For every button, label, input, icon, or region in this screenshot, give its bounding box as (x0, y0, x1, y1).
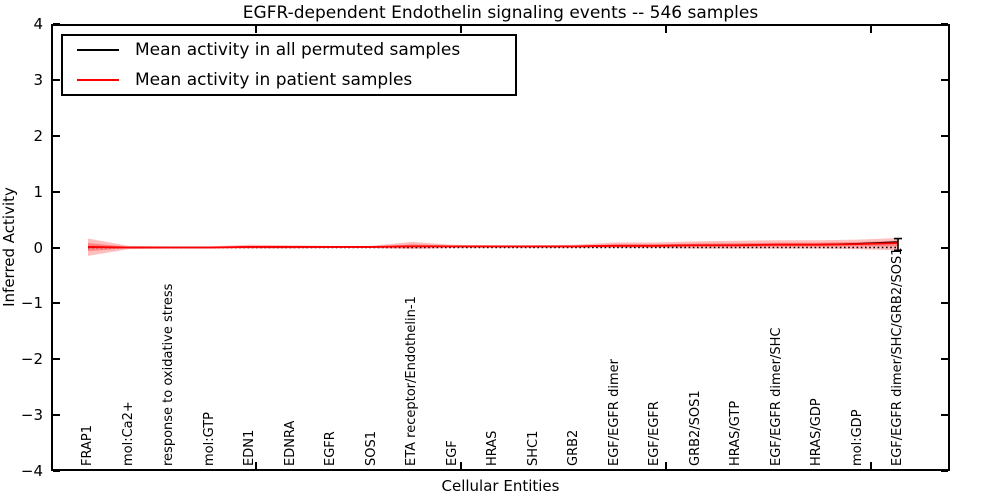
x-category-label: FRAP1 (80, 425, 95, 466)
x-category-label: EGF (444, 440, 460, 466)
y-tick-label: 0 (33, 238, 43, 257)
y-tick-label: 2 (33, 126, 43, 145)
y-tick-mark-right (941, 190, 948, 193)
y-tick-label: 4 (33, 15, 43, 33)
y-tick-mark-right (941, 302, 948, 305)
x-category-label: EGF/EGFR dimer/SHC/GRB2/SOS1 (890, 247, 905, 467)
y-tick-mark-right (941, 358, 948, 361)
x-category-label: EGF/EGFR dimer/SHC (768, 327, 784, 466)
y-tick-label: 1 (33, 182, 43, 201)
x-tick-mark-top (255, 26, 257, 33)
x-category-label: response to oxidative stress (161, 283, 176, 466)
y-tick-mark-right (941, 246, 948, 249)
black-line-swatch-icon (77, 49, 119, 51)
y-tick-label: −3 (20, 406, 43, 425)
red-line-swatch-icon (77, 79, 119, 81)
x-category-label: GRB2/SOS1 (687, 390, 703, 466)
x-category-label: GRB2 (566, 429, 581, 466)
legend-item-permuted: Mean activity in all permuted samples (63, 37, 515, 63)
y-tick-mark-right (941, 134, 948, 137)
x-category-label: mol:GDP (849, 409, 865, 466)
x-tick-mark-bottom (255, 462, 257, 469)
x-category-label: mol:Ca2+ (120, 401, 136, 466)
y-tick-mark-left (53, 358, 60, 361)
y-tick-mark-left (53, 190, 60, 193)
y-tick-mark-left (53, 246, 60, 249)
x-category-label: HRAS (485, 430, 500, 466)
legend-label: Mean activity in patient samples (135, 70, 413, 90)
y-tick-mark-left (53, 470, 60, 472)
y-tick-mark-left (53, 134, 60, 137)
y-tick-mark-right (941, 78, 948, 81)
x-tick-mark-top (870, 26, 872, 33)
legend: Mean activity in all permuted samples Me… (61, 34, 517, 96)
x-category-label: EGF/EGFR (647, 401, 662, 466)
series-line-patient (87, 242, 899, 249)
x-category-label: HRAS/GDP (809, 398, 824, 466)
x-tick-mark-top (460, 26, 462, 33)
y-tick-mark-right (941, 23, 948, 25)
x-axis-label: Cellular Entities (441, 477, 560, 495)
y-tick-mark-right (941, 470, 948, 472)
y-tick-label: −2 (20, 350, 43, 369)
x-category-label: SOS1 (363, 430, 379, 466)
y-tick-mark-right (941, 414, 948, 417)
x-category-label: EDN1 (242, 429, 257, 466)
x-category-label: EGF/EGFR dimer (606, 359, 622, 466)
x-category-label: EGFR (323, 431, 338, 466)
y-tick-label: −4 (20, 462, 43, 480)
y-tick-label: −1 (20, 294, 43, 313)
y-tick-mark-left (53, 23, 60, 25)
y-tick-mark-left (53, 414, 60, 417)
y-tick-mark-left (53, 302, 60, 305)
x-category-label: mol:GTP (201, 412, 217, 466)
x-category-label: HRAS/GTP (728, 400, 743, 466)
legend-item-patient: Mean activity in patient samples (63, 67, 515, 93)
chart-canvas (87, 237, 902, 256)
chart-title: EGFR-dependent Endothelin signaling even… (242, 3, 759, 23)
x-tick-mark-bottom (870, 462, 872, 469)
x-category-label: SHC1 (525, 430, 541, 466)
x-category-label: EDNRA (282, 420, 298, 466)
x-tick-mark-top (665, 26, 667, 33)
y-tick-mark-left (53, 78, 60, 81)
x-tick-mark-bottom (665, 462, 667, 469)
y-tick-label: 3 (33, 70, 43, 89)
x-category-label: ETA receptor/Endothelin-1 (404, 296, 419, 466)
legend-label: Mean activity in all permuted samples (135, 40, 461, 60)
x-tick-mark-bottom (460, 462, 462, 469)
